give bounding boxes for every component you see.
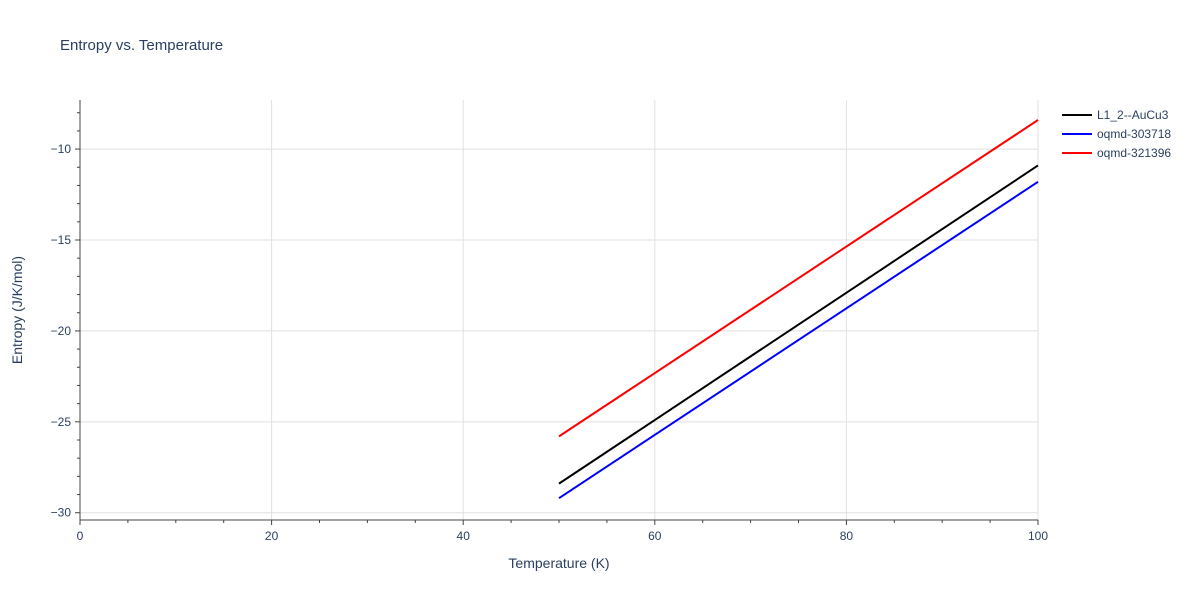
x-tick-label: 40 bbox=[457, 529, 471, 543]
chart-title: Entropy vs. Temperature bbox=[60, 37, 223, 54]
series-lines bbox=[558, 119, 1039, 500]
y-tick-label: −25 bbox=[51, 415, 72, 429]
y-tick-label: −30 bbox=[51, 506, 72, 520]
legend-item-oqmd-321396[interactable]: oqmd-321396 bbox=[1062, 146, 1171, 160]
x-tick-label: 100 bbox=[1028, 529, 1048, 543]
legend-label: oqmd-321396 bbox=[1097, 146, 1171, 160]
y-tick-label: −20 bbox=[51, 324, 72, 338]
series-line-oqmd-321396 bbox=[558, 119, 1039, 438]
legend-item-L1_2--AuCu3[interactable]: L1_2--AuCu3 bbox=[1062, 108, 1169, 122]
y-tick-label: −15 bbox=[51, 233, 72, 247]
x-axis-title: Temperature (K) bbox=[508, 555, 609, 571]
y-axis-title: Entropy (J/K/mol) bbox=[9, 256, 25, 364]
grid bbox=[80, 100, 1039, 520]
y-tick-label: −10 bbox=[51, 142, 72, 156]
axes: 0 20 40 60 80 100 −30 −25 −20 −15 −10 bbox=[51, 100, 1048, 543]
series-line-oqmd-303718 bbox=[558, 180, 1039, 500]
x-tick-label: 0 bbox=[77, 529, 84, 543]
legend-label: L1_2--AuCu3 bbox=[1097, 108, 1169, 122]
legend-item-oqmd-303718[interactable]: oqmd-303718 bbox=[1062, 127, 1171, 141]
legend-label: oqmd-303718 bbox=[1097, 127, 1171, 141]
x-tick-label: 80 bbox=[840, 529, 854, 543]
legend[interactable]: L1_2--AuCu3 oqmd-303718 oqmd-321396 bbox=[1062, 108, 1171, 160]
series-line-L1_2--AuCu3 bbox=[558, 164, 1039, 485]
x-tick-label: 60 bbox=[648, 529, 662, 543]
x-tick-label: 20 bbox=[265, 529, 279, 543]
